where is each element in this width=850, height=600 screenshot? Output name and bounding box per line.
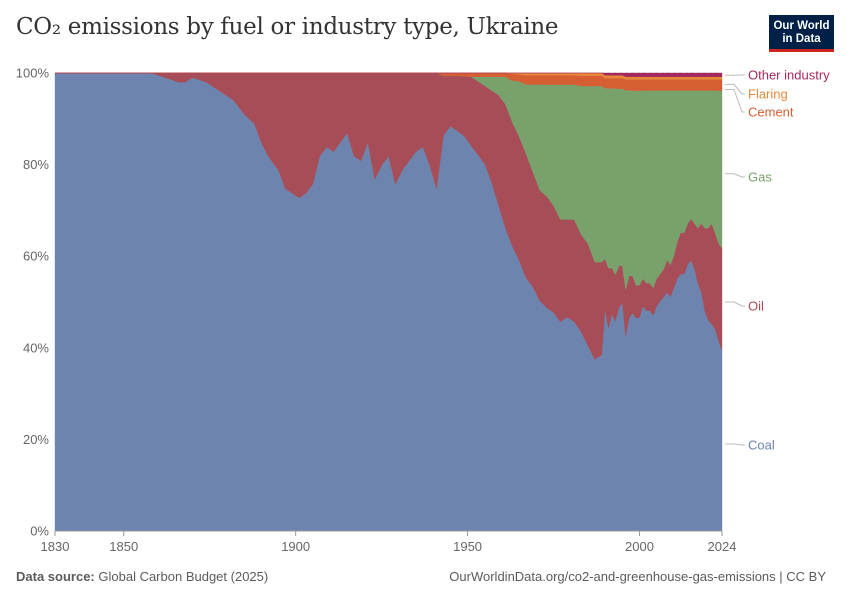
- x-tick-label: 1900: [281, 539, 310, 554]
- x-tick-label: 1950: [453, 539, 482, 554]
- logo-line-1: Our World: [773, 20, 830, 32]
- legend-connector: [725, 301, 745, 307]
- y-tick-label: 80%: [23, 157, 49, 172]
- legend-connector: [725, 83, 745, 95]
- x-tick-label: 2000: [625, 539, 654, 554]
- area-series-group: [54, 72, 723, 532]
- x-tick-label: 1830: [41, 539, 70, 554]
- source-label: Data source:: [16, 569, 95, 584]
- x-tick-label: 2024: [708, 539, 737, 554]
- y-tick-label: 60%: [23, 249, 49, 264]
- legend-label-flaring[interactable]: Flaring: [748, 87, 788, 102]
- legend-label-coal[interactable]: Coal: [748, 438, 775, 453]
- y-tick-label: 0%: [30, 524, 49, 539]
- data-source: Data source: Global Carbon Budget (2025): [16, 569, 268, 584]
- y-axis-tick-labels: 0% 20% 40% 60% 80% 100%: [16, 66, 50, 539]
- x-tick-label: 1850: [109, 539, 138, 554]
- logo-accent-bar: [769, 49, 834, 52]
- x-axis: 1830 1850 1900 1950 2000 2024: [41, 530, 737, 554]
- legend: Other industry Flaring Cement Gas Oil Coal: [725, 68, 830, 453]
- y-tick-label: 40%: [23, 340, 49, 355]
- logo-line-2: in Data: [782, 32, 821, 45]
- area-other-industry[interactable]: [55, 72, 723, 77]
- legend-label-other-industry[interactable]: Other industry: [748, 68, 830, 83]
- legend-label-cement[interactable]: Cement: [748, 105, 794, 120]
- source-text[interactable]: Global Carbon Budget (2025): [98, 569, 269, 584]
- legend-connector: [725, 443, 745, 446]
- legend-connector: [725, 89, 745, 113]
- legend-connector: [725, 173, 745, 178]
- chart-title: CO₂ emissions by fuel or industry type, …: [16, 14, 559, 40]
- y-tick-label: 20%: [23, 432, 49, 447]
- legend-label-gas[interactable]: Gas: [748, 170, 772, 185]
- y-tick-label: 100%: [16, 66, 50, 81]
- legend-label-oil[interactable]: Oil: [748, 299, 764, 314]
- owid-logo[interactable]: Our World in Data: [769, 15, 834, 52]
- source-url[interactable]: OurWorldinData.org/co2-and-greenhouse-ga…: [449, 569, 826, 584]
